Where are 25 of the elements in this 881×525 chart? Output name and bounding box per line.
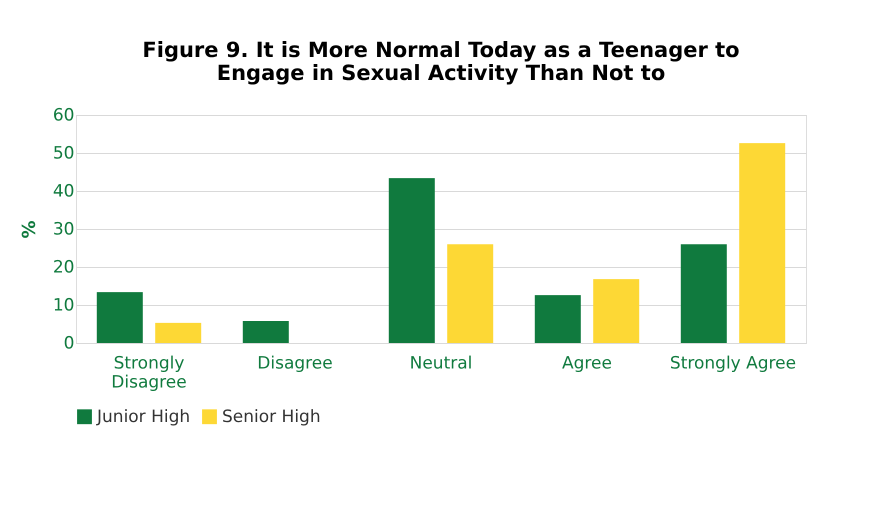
x-tick-label: Strongly Disagree — [111, 354, 187, 392]
bar — [593, 279, 640, 343]
y-tick-label: 30 — [52, 220, 74, 240]
legend-label: Junior High — [96, 406, 190, 427]
y-tick-label: 0 — [64, 334, 74, 354]
x-tick-label: Neutral — [410, 354, 472, 374]
y-axis-title: % — [18, 220, 40, 239]
y-tick-label: 40 — [52, 182, 74, 202]
bar — [388, 178, 435, 343]
x-tick-label: Strongly Agree — [670, 354, 796, 374]
bar — [739, 143, 786, 343]
chart-title: Figure 9. It is More Normal Today as a Teenager to Engage in Sexual Activity Than Not to — [142, 38, 740, 85]
bar — [680, 244, 727, 343]
bar — [242, 320, 289, 343]
x-tick-label: Agree — [562, 354, 612, 374]
y-tick-label: 50 — [52, 144, 74, 164]
bar — [155, 322, 202, 343]
bar — [534, 295, 581, 343]
legend-label: Senior High — [222, 406, 321, 427]
y-tick-label: 60 — [52, 106, 74, 126]
y-tick-label: 10 — [52, 296, 74, 316]
x-tick-label: Disagree — [257, 354, 333, 374]
y-tick-label: 20 — [52, 258, 74, 278]
bar — [96, 292, 143, 343]
bar — [447, 244, 494, 343]
